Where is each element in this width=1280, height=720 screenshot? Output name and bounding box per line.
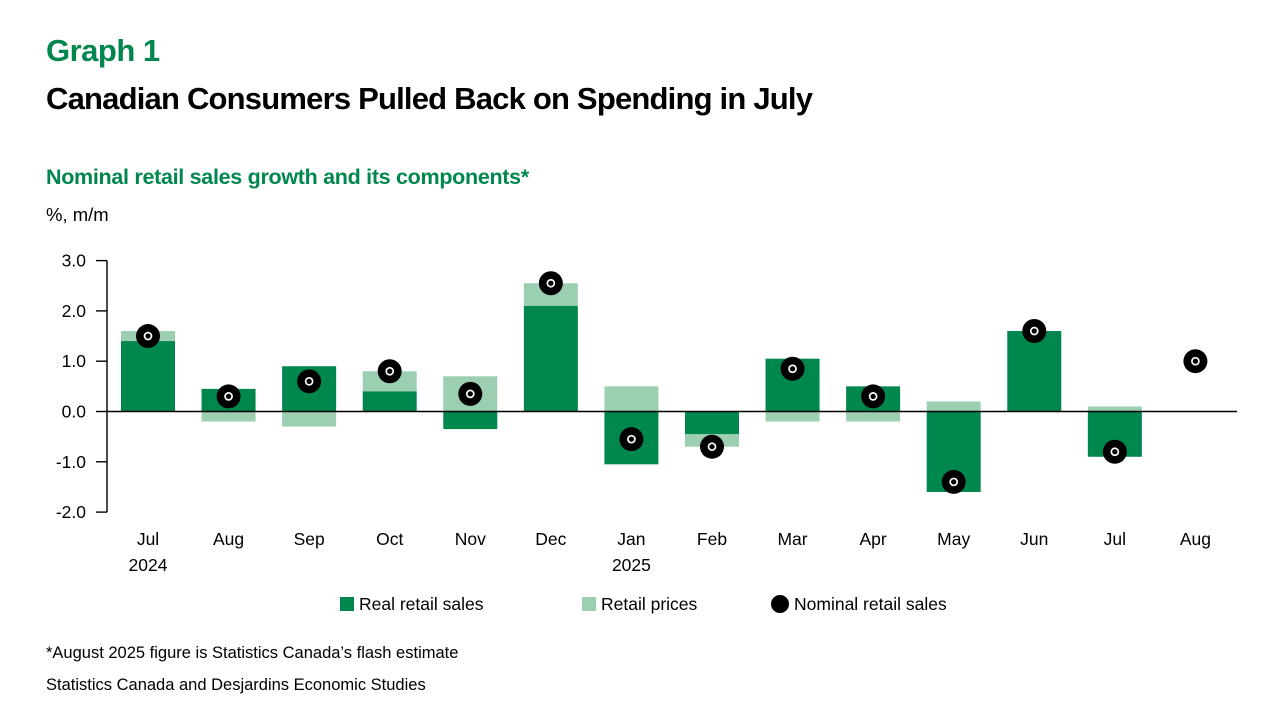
nominal-dot-11 bbox=[1022, 319, 1047, 344]
bar-retail-prices-10 bbox=[926, 401, 981, 412]
x-label-11: Jun bbox=[1020, 529, 1048, 549]
nominal-dot-ring-3 bbox=[385, 366, 395, 376]
source-attribution: Statistics Canada and Desjardins Economi… bbox=[46, 676, 426, 694]
x-label-9: Apr bbox=[860, 529, 887, 549]
nominal-dot-ring-0 bbox=[143, 331, 153, 341]
x-label-4: Nov bbox=[455, 529, 486, 549]
x-label-12: Jul bbox=[1104, 529, 1126, 549]
retail-prices-swatch-icon bbox=[582, 597, 596, 611]
chart-subtitle: Nominal retail sales growth and its comp… bbox=[46, 165, 529, 189]
footnote-flash-estimate: *August 2025 figure is Statistics Canada… bbox=[46, 644, 459, 662]
bar-retail-prices-6 bbox=[604, 386, 659, 412]
nominal-dot-ring-10 bbox=[949, 477, 959, 487]
y-tick-label-2: 2.0 bbox=[62, 301, 87, 321]
nominal-dot-ring-11 bbox=[1029, 326, 1039, 336]
bar-retail-prices-1 bbox=[201, 411, 256, 422]
legend-label-retail-prices: Retail prices bbox=[601, 593, 698, 614]
x-label-7: Feb bbox=[697, 529, 727, 549]
real-retail-sales-swatch-icon bbox=[340, 597, 354, 611]
y-tick-label-3: 3.0 bbox=[62, 251, 87, 271]
bar-real-retail-sales-7 bbox=[684, 411, 739, 435]
x-label-5: Dec bbox=[535, 529, 566, 549]
nominal-dot-ring-8 bbox=[788, 364, 797, 374]
bar-real-retail-sales-0 bbox=[121, 341, 175, 412]
nominal-dot-7 bbox=[699, 434, 724, 459]
chart-title: Canadian Consumers Pulled Back on Spendi… bbox=[46, 81, 813, 116]
bar-retail-prices-9 bbox=[846, 411, 901, 422]
legend-label-nominal-retail-sales: Nominal retail sales bbox=[794, 593, 947, 614]
nominal-dot-4 bbox=[458, 381, 483, 406]
x-label-2: Sep bbox=[294, 529, 325, 549]
x-label-3: Oct bbox=[376, 529, 403, 549]
nominal-dot-12 bbox=[1102, 439, 1127, 464]
legend-item-retail-prices: Retail prices bbox=[582, 594, 697, 614]
nominal-dot-ring-7 bbox=[707, 442, 717, 452]
nominal-dot-0 bbox=[136, 324, 160, 349]
x-label-1: Aug bbox=[213, 529, 244, 549]
x-label-13: Aug bbox=[1180, 529, 1211, 549]
y-tick-label--2: -2.0 bbox=[56, 502, 86, 522]
x-label-0: Jul bbox=[137, 529, 159, 549]
bar-real-retail-sales-3 bbox=[362, 391, 417, 412]
bar-real-retail-sales-11 bbox=[1007, 331, 1062, 412]
bar-retail-prices-12 bbox=[1087, 406, 1142, 412]
nominal-dot-ring-1 bbox=[224, 392, 233, 401]
y-tick-label-0: 0.0 bbox=[62, 402, 87, 422]
nominal-dot-2 bbox=[297, 369, 322, 394]
nominal-dot-ring-9 bbox=[868, 392, 878, 401]
bar-real-retail-sales-4 bbox=[443, 411, 498, 430]
nominal-dot-5 bbox=[538, 271, 563, 296]
nominal-dot-9 bbox=[861, 384, 886, 409]
nominal-dot-10 bbox=[941, 469, 966, 494]
legend-label-real-retail-sales: Real retail sales bbox=[359, 593, 484, 614]
nominal-dot-3 bbox=[377, 359, 402, 384]
graph-number-label: Graph 1 bbox=[46, 33, 160, 68]
nominal-retail-sales-dot-icon bbox=[771, 595, 789, 613]
y-axis-unit-label: %, m/m bbox=[46, 204, 109, 225]
nominal-dot-6 bbox=[619, 427, 644, 452]
nominal-dot-ring-2 bbox=[304, 376, 314, 386]
nominal-dot-13 bbox=[1183, 349, 1208, 374]
nominal-dot-ring-5 bbox=[546, 278, 556, 288]
x-label-6: Jan bbox=[617, 529, 645, 549]
x-label-10: May bbox=[937, 529, 970, 549]
y-tick-label-1: 1.0 bbox=[62, 351, 87, 371]
bar-real-retail-sales-5 bbox=[523, 305, 578, 412]
x-year-label-2024: 2024 bbox=[129, 555, 168, 575]
nominal-dot-ring-13 bbox=[1191, 356, 1200, 366]
nominal-dot-8 bbox=[780, 356, 805, 381]
bar-retail-prices-2 bbox=[282, 411, 337, 427]
bar-retail-prices-8 bbox=[765, 411, 820, 422]
x-label-8: Mar bbox=[777, 529, 807, 549]
legend-item-real-retail-sales: Real retail sales bbox=[340, 594, 484, 614]
legend-item-nominal-retail-sales: Nominal retail sales bbox=[771, 594, 947, 614]
nominal-dot-ring-12 bbox=[1110, 447, 1120, 457]
x-year-label-2025: 2025 bbox=[612, 555, 651, 575]
y-tick-label--1: -1.0 bbox=[56, 452, 86, 472]
nominal-dot-ring-4 bbox=[465, 389, 475, 399]
nominal-dot-ring-6 bbox=[627, 434, 636, 444]
nominal-dot-1 bbox=[216, 384, 241, 409]
